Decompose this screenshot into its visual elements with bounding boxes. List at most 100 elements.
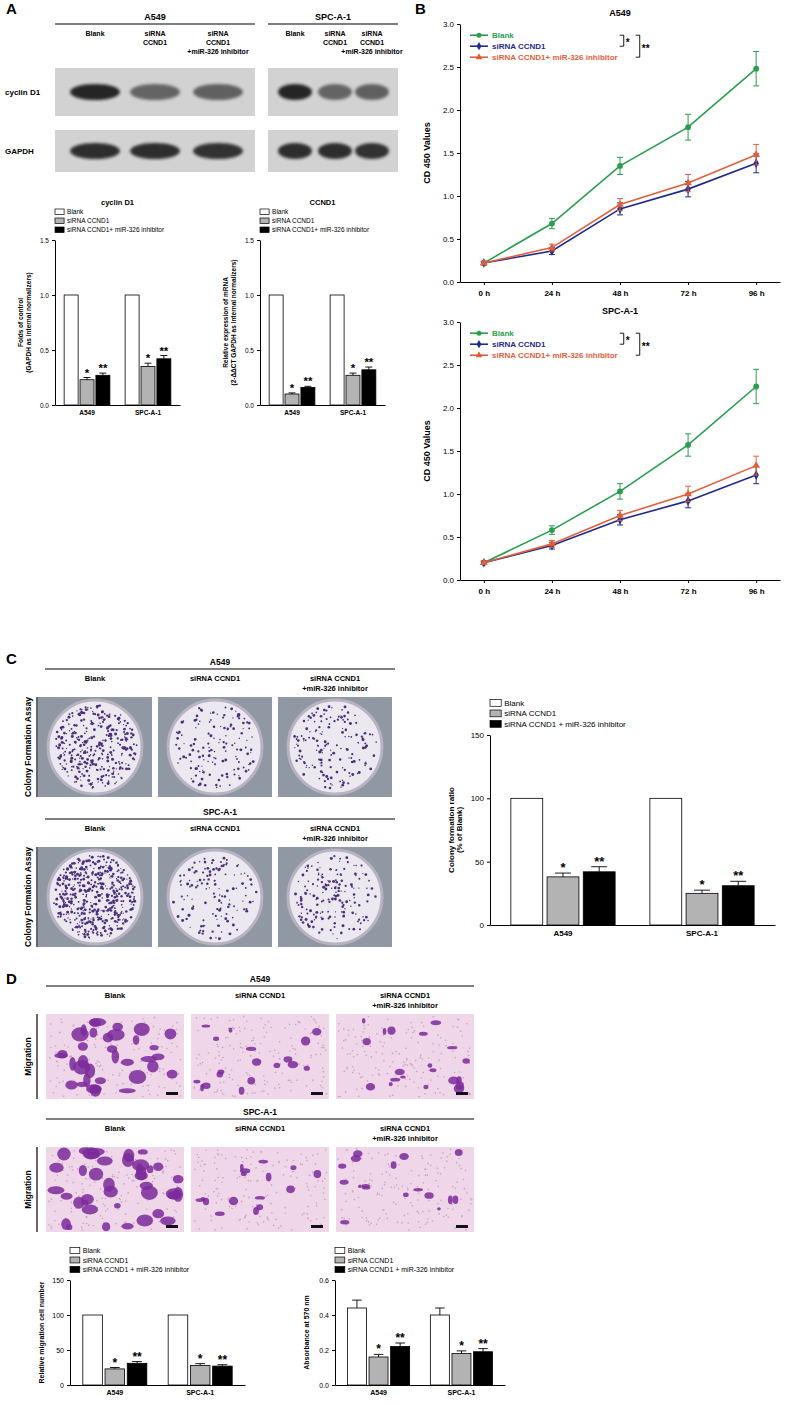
colony-dot bbox=[226, 859, 228, 861]
colony-dot bbox=[79, 745, 82, 748]
colony-dot bbox=[316, 897, 319, 900]
colony-dot bbox=[218, 888, 219, 889]
colony-dot bbox=[104, 718, 106, 720]
colony-dot bbox=[224, 917, 227, 920]
colony-dot bbox=[364, 732, 367, 735]
colony-dot bbox=[304, 885, 306, 887]
colony-dot bbox=[198, 723, 200, 725]
membrane-pore bbox=[236, 1033, 238, 1035]
colony-dot bbox=[109, 714, 111, 716]
colony-dot bbox=[106, 870, 109, 873]
colony-dot bbox=[191, 866, 193, 868]
colony-dot bbox=[80, 868, 83, 871]
colony-dot bbox=[111, 754, 113, 756]
colony-dot bbox=[74, 892, 76, 894]
colony-dot bbox=[358, 742, 359, 743]
colony-dot bbox=[351, 912, 354, 915]
colony-dot bbox=[193, 871, 195, 873]
colony-dot bbox=[66, 719, 68, 721]
colony-dot bbox=[229, 899, 230, 900]
membrane-pore bbox=[216, 1091, 218, 1093]
colony-dot bbox=[85, 877, 86, 878]
colony-dot bbox=[65, 902, 66, 903]
colony-dot bbox=[65, 871, 67, 873]
lane-label: Blank bbox=[85, 674, 106, 683]
membrane-pore bbox=[107, 1026, 109, 1028]
colony-dot bbox=[316, 868, 319, 871]
membrane-pore bbox=[118, 1075, 120, 1077]
membrane-pore bbox=[87, 1040, 89, 1042]
colony-dot bbox=[70, 911, 73, 914]
colony-dot bbox=[86, 770, 89, 773]
membrane-pore bbox=[413, 1081, 415, 1083]
colony-dot bbox=[93, 753, 95, 755]
colony-dot bbox=[341, 891, 342, 892]
colony-dot bbox=[61, 726, 64, 729]
membrane-pore bbox=[249, 1075, 251, 1077]
colony-dot bbox=[330, 776, 333, 779]
colony-dot bbox=[197, 885, 199, 887]
colony-dot bbox=[95, 903, 98, 906]
colony-dot bbox=[75, 781, 77, 783]
membrane-pore bbox=[157, 1094, 159, 1096]
migrated-cell bbox=[239, 1087, 245, 1095]
colony-dot bbox=[215, 757, 217, 759]
membrane-pore bbox=[179, 1085, 181, 1087]
colony-dot bbox=[91, 872, 94, 875]
colony-dot bbox=[108, 735, 110, 737]
membrane-pore bbox=[298, 1022, 300, 1024]
colony-dot bbox=[71, 728, 73, 730]
membrane-pore bbox=[298, 1021, 300, 1023]
colony-dot bbox=[219, 739, 221, 741]
colony-dot bbox=[317, 862, 319, 864]
colony-dot bbox=[106, 888, 108, 890]
colony-dot bbox=[86, 894, 87, 895]
colony-dot bbox=[91, 856, 94, 859]
colony-dot bbox=[317, 879, 319, 881]
colony-dot bbox=[62, 905, 65, 908]
membrane-pore bbox=[263, 1075, 265, 1077]
colony-dot bbox=[225, 773, 228, 776]
colony-dot bbox=[56, 731, 59, 734]
colony-dot bbox=[95, 928, 98, 931]
colony-dot bbox=[101, 742, 103, 744]
colony-dot bbox=[101, 916, 102, 917]
membrane-pore bbox=[314, 1020, 316, 1022]
colony-dot bbox=[74, 884, 75, 885]
colony-dot bbox=[195, 775, 196, 776]
colony-dot bbox=[178, 731, 181, 734]
colony-dot bbox=[217, 713, 218, 714]
colony-dot bbox=[327, 884, 329, 886]
colony-dot bbox=[130, 916, 133, 919]
colony-dot bbox=[246, 740, 247, 741]
colony-dot bbox=[130, 880, 132, 882]
colony-dot bbox=[110, 746, 112, 748]
membrane-pore bbox=[242, 1051, 244, 1053]
membrane-pore bbox=[418, 1087, 420, 1089]
colony-dot bbox=[76, 918, 78, 920]
colony-dot bbox=[307, 867, 309, 869]
colony-dot bbox=[88, 755, 90, 757]
colony-dot bbox=[201, 882, 203, 884]
colony-dot bbox=[347, 861, 349, 863]
membrane-pore bbox=[50, 1035, 52, 1037]
colony-dot bbox=[245, 895, 247, 897]
colony-dot bbox=[303, 720, 305, 722]
colony-dot bbox=[342, 915, 345, 918]
colony-dot bbox=[109, 907, 111, 909]
colony-dot bbox=[303, 740, 304, 741]
membrane-pore bbox=[67, 1046, 69, 1048]
colony-dot bbox=[362, 916, 363, 917]
colony-dot bbox=[336, 744, 338, 746]
colony-dot bbox=[121, 888, 123, 890]
colony-dot bbox=[96, 705, 99, 708]
colony-dot bbox=[83, 743, 86, 746]
colony-dot bbox=[212, 711, 214, 713]
membrane-pore bbox=[103, 1093, 105, 1095]
colony-dot bbox=[104, 785, 106, 787]
membrane-pore bbox=[367, 1080, 369, 1082]
colony-dot bbox=[85, 708, 88, 711]
colony-dot bbox=[246, 752, 249, 755]
membrane-pore bbox=[266, 1031, 268, 1033]
colony-dot bbox=[92, 711, 93, 712]
